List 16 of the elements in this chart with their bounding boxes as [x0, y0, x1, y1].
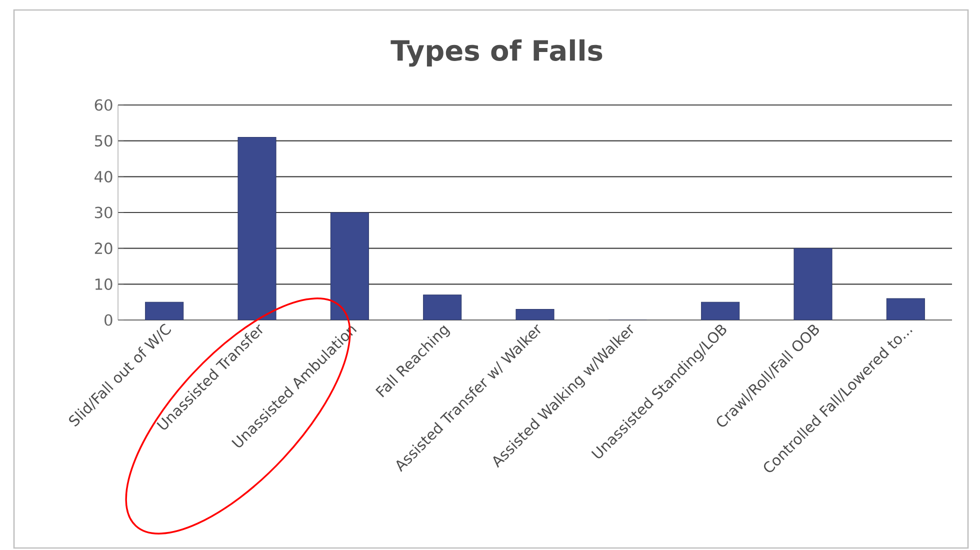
y-tick-label: 20 [94, 242, 112, 254]
y-tick-label: 50 [94, 135, 112, 147]
y-tick-label: 0 [104, 314, 112, 326]
bar [423, 294, 462, 320]
y-tick-label: 10 [95, 278, 112, 290]
y-tick-label: 30 [94, 206, 112, 218]
chart-title: Types of Falls [390, 39, 602, 67]
bar [330, 212, 369, 320]
y-tick-label: 40 [94, 170, 112, 182]
bar [701, 302, 740, 320]
bar [516, 309, 554, 320]
y-tick-label: 60 [94, 99, 112, 111]
bar [794, 248, 832, 320]
bar [238, 136, 276, 320]
bar [886, 298, 925, 320]
bar [145, 302, 184, 320]
